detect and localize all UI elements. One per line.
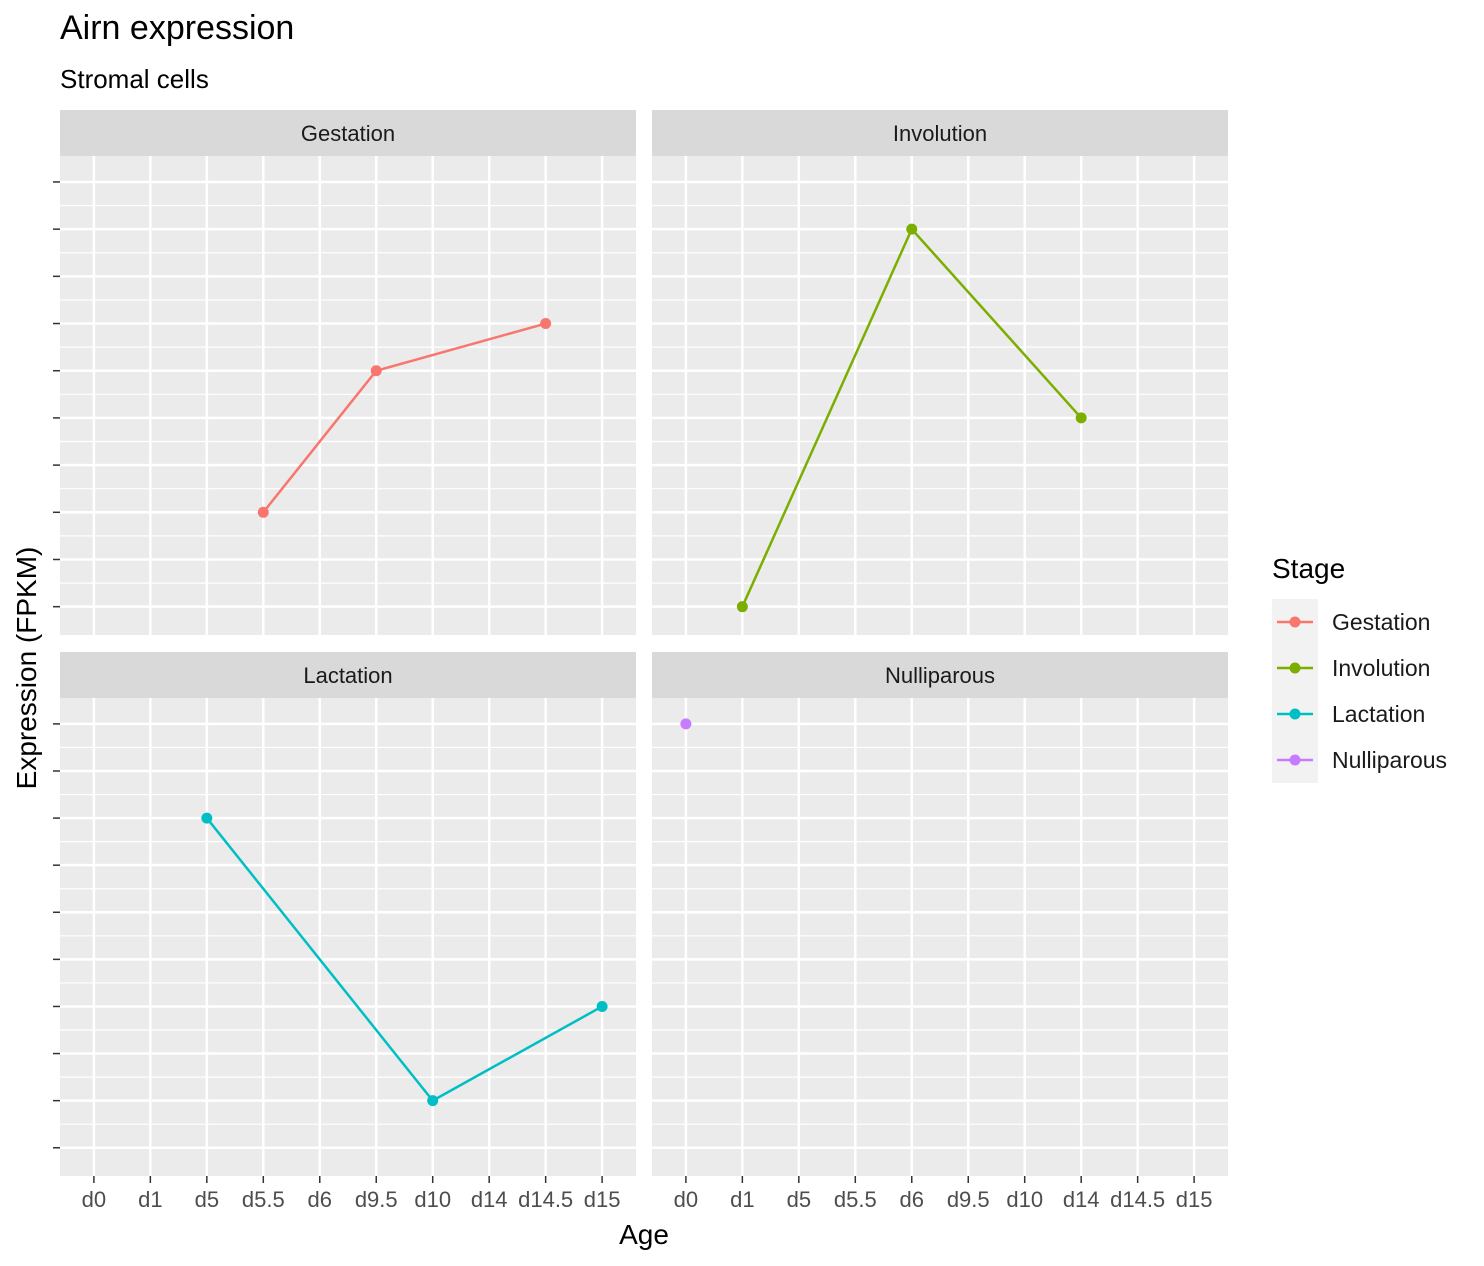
x-axis-label: Age xyxy=(619,1219,669,1250)
legend-item-nulliparous: Nulliparous xyxy=(1272,737,1447,783)
data-point-nulliparous xyxy=(680,718,692,730)
x-tick-label: d14.5 xyxy=(518,1187,573,1212)
x-tick-label: d15 xyxy=(584,1187,621,1212)
legend-label: Lactation xyxy=(1332,701,1425,727)
facet-panel xyxy=(60,698,636,1176)
legend-label: Gestation xyxy=(1332,609,1430,635)
x-tick-label: d6 xyxy=(900,1187,924,1212)
x-tick-label: d5.5 xyxy=(242,1187,285,1212)
y-axis-label: Expression (FPKM) xyxy=(11,547,42,790)
x-tick-label: d1 xyxy=(730,1187,754,1212)
facet-strip-label: Gestation xyxy=(301,121,395,146)
data-point-involution xyxy=(1075,412,1087,424)
chart-subtitle: Stromal cells xyxy=(60,64,209,94)
legend-keys: Gestation Involution Lactation Nulliparous xyxy=(1272,599,1447,783)
data-point-gestation xyxy=(370,365,382,377)
x-tick-label: d6 xyxy=(308,1187,332,1212)
x-tick-label: d14 xyxy=(471,1187,508,1212)
x-tick-label: d0 xyxy=(674,1187,698,1212)
legend-key-point xyxy=(1289,754,1301,766)
data-point-involution xyxy=(736,601,748,613)
legend-key-point xyxy=(1289,708,1301,720)
data-point-lactation xyxy=(427,1095,439,1107)
x-tick-label: d10 xyxy=(1006,1187,1043,1212)
facet-panel xyxy=(60,156,636,635)
data-point-lactation xyxy=(596,1000,608,1012)
x-tick-label: d5.5 xyxy=(834,1187,877,1212)
x-tick-label: d15 xyxy=(1176,1187,1213,1212)
data-point-lactation xyxy=(201,812,213,824)
legend-item-lactation: Lactation xyxy=(1272,691,1425,737)
facet-nulliparous: Nulliparous d0 d1 d5 d5.5 d6 d9.5 d10 d14 d14.5 d1… xyxy=(652,652,1228,1212)
legend-title: Stage xyxy=(1272,553,1345,584)
legend-item-gestation: Gestation xyxy=(1272,599,1430,645)
x-tick-label: d14 xyxy=(1063,1187,1100,1212)
legend-label: Nulliparous xyxy=(1332,747,1447,773)
legend-key-point xyxy=(1289,616,1301,628)
x-tick-label: d0 xyxy=(82,1187,106,1212)
facet-strip-label: Involution xyxy=(893,121,987,146)
x-tick-label: d9.5 xyxy=(355,1187,398,1212)
legend-key-point xyxy=(1289,662,1301,674)
legend-item-involution: Involution xyxy=(1272,645,1430,691)
x-tick-label: d5 xyxy=(195,1187,219,1212)
data-point-gestation xyxy=(540,318,552,330)
facet-strip-label: Nulliparous xyxy=(885,663,995,688)
facet-panel xyxy=(652,698,1228,1176)
facet-grid: Gestation Involution Lactation d0 d1 d5 d5.5 d6… xyxy=(53,110,1228,1212)
facet-panel xyxy=(652,156,1228,635)
data-point-involution xyxy=(906,223,918,235)
facet-strip xyxy=(652,652,1228,698)
x-tick-label: d1 xyxy=(138,1187,162,1212)
facet-gestation: Gestation xyxy=(53,110,636,635)
facet-strip xyxy=(652,110,1228,156)
facet-strip-label: Lactation xyxy=(303,663,392,688)
facet-involution: Involution xyxy=(652,110,1228,635)
chart-title: Airn expression xyxy=(60,9,294,47)
legend-label: Involution xyxy=(1332,655,1430,681)
x-tick-label: d9.5 xyxy=(947,1187,990,1212)
x-tick-label: d10 xyxy=(414,1187,451,1212)
data-point-gestation xyxy=(257,506,269,518)
x-tick-label: d5 xyxy=(787,1187,811,1212)
facet-lactation: Lactation d0 d1 d5 d5.5 d6 d9.5 d10 d14 d14.5 d15 xyxy=(53,652,636,1212)
legend: Stage Gestation Involution Lactation Nullip… xyxy=(1272,553,1447,783)
facet-strip xyxy=(60,110,636,156)
x-tick-label: d14.5 xyxy=(1110,1187,1165,1212)
facet-strip xyxy=(60,652,636,698)
